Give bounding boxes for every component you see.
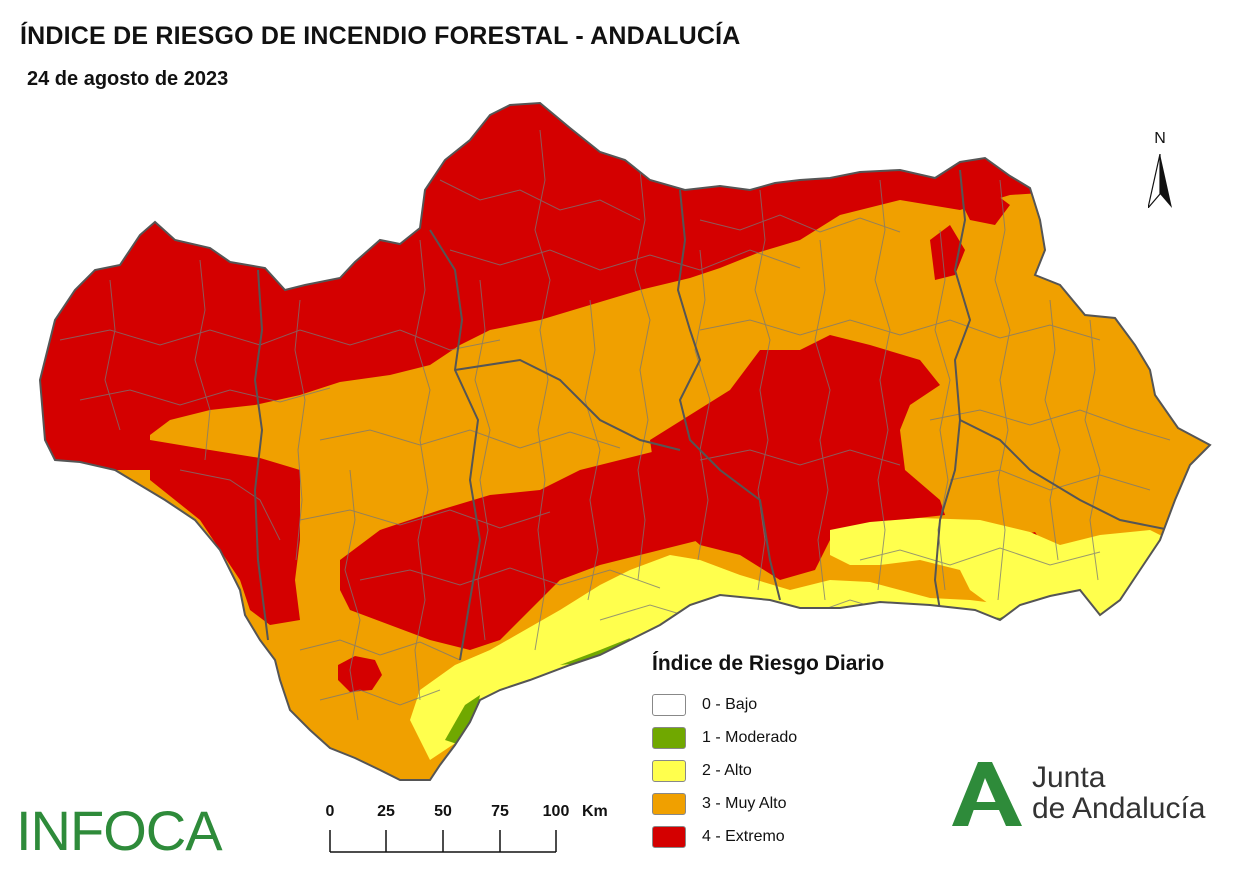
legend-label-extremo: 4 - Extremo xyxy=(702,827,785,845)
legend-item-moderado: 1 - Moderado xyxy=(652,721,952,754)
zone-moderado-coast xyxy=(445,695,480,745)
scale-tick-0: 0 xyxy=(325,803,335,820)
scale-tick-75: 75 xyxy=(491,803,509,820)
municipal-boundaries xyxy=(59,129,1171,721)
zone-alto-granada xyxy=(830,518,1170,615)
zone-extremo-patch xyxy=(338,656,382,692)
legend-swatch-extremo xyxy=(652,825,686,848)
map-title: ÍNDICE DE RIESGO DE INCENDIO FORESTAL - … xyxy=(20,22,741,50)
north-label: N xyxy=(1154,130,1166,147)
legend-label-alto: 2 - Alto xyxy=(702,761,752,779)
legend-swatch-bajo xyxy=(652,693,686,716)
scale-tick-50: 50 xyxy=(434,803,452,820)
junta-andalucia-logo: Junta de Andalucía xyxy=(948,756,1228,836)
legend-item-muy-alto: 3 - Muy Alto xyxy=(652,787,952,820)
junta-line1: Junta xyxy=(1032,761,1106,794)
north-arrow-icon xyxy=(1148,154,1172,208)
legend-swatch-alto xyxy=(652,759,686,782)
scale-tick-25: 25 xyxy=(377,803,395,820)
legend-item-extremo: 4 - Extremo xyxy=(652,820,952,853)
junta-text: Junta de Andalucía xyxy=(1032,762,1205,824)
zone-extremo-band xyxy=(340,450,700,650)
zone-extremo-ne2 xyxy=(960,190,1010,225)
province-boundaries xyxy=(253,169,1171,661)
legend-label-moderado: 1 - Moderado xyxy=(702,728,798,746)
legend-title: Índice de Riesgo Diario xyxy=(652,652,885,675)
andalucia-outline xyxy=(38,101,1212,781)
scale-tick-100: 100 xyxy=(542,803,570,820)
legend: Índice de Riesgo Diario 0 - Bajo 1 - Mod… xyxy=(652,652,952,853)
junta-a-icon xyxy=(952,762,1022,826)
zone-extremo-huelva xyxy=(150,440,300,625)
legend-label-bajo: 0 - Bajo xyxy=(702,695,758,713)
scale-unit: Km xyxy=(582,803,608,820)
junta-line2: de Andalucía xyxy=(1032,792,1206,825)
map-date: 24 de agosto de 2023 xyxy=(27,68,229,90)
legend-label-muy-alto: 3 - Muy Alto xyxy=(702,794,787,812)
legend-item-bajo: 0 - Bajo xyxy=(652,688,952,721)
legend-item-alto: 2 - Alto xyxy=(652,754,952,787)
infoca-logo: INFOCA xyxy=(16,799,223,862)
legend-swatch-moderado xyxy=(652,726,686,749)
zone-extremo-central xyxy=(650,335,945,580)
scale-bar-lines xyxy=(329,830,557,853)
scale-bar: 0 25 50 75 100 Km xyxy=(320,800,620,860)
north-arrow: N xyxy=(1140,130,1180,210)
legend-swatch-muy-alto xyxy=(652,792,686,815)
